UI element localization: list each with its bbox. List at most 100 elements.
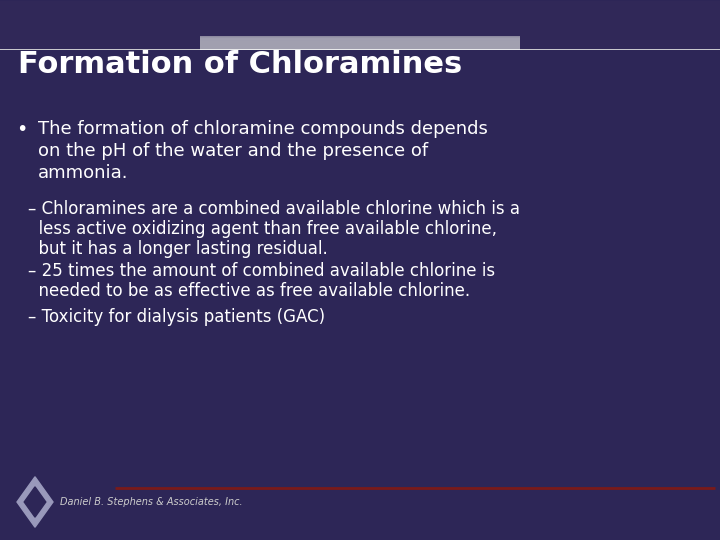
Bar	[0, 8, 720, 49]
Bar	[0, 5, 720, 49]
Bar	[0, 24, 720, 49]
Bar	[200, 48, 520, 49]
Bar	[0, 15, 720, 49]
Polygon shape	[24, 487, 46, 517]
Bar	[0, 36, 720, 49]
Text: Formation of Chloramines: Formation of Chloramines	[18, 50, 462, 79]
Bar	[0, 39, 720, 49]
Text: •: •	[16, 120, 27, 139]
Bar	[0, 30, 720, 49]
Bar	[0, 44, 720, 49]
Bar	[0, 25, 720, 49]
Text: less active oxidizing agent than free available chlorine,: less active oxidizing agent than free av…	[28, 220, 497, 238]
Bar	[0, 29, 720, 49]
Bar	[0, 1, 720, 49]
Bar	[0, 38, 720, 49]
Bar	[0, 18, 720, 49]
Bar	[0, 7, 720, 49]
Bar	[0, 5, 720, 49]
Bar	[0, 17, 720, 49]
Bar	[0, 20, 720, 49]
Bar	[0, 46, 720, 49]
Bar	[200, 38, 520, 49]
Bar	[0, 32, 720, 49]
Bar	[0, 4, 720, 49]
Bar	[0, 1, 720, 49]
Bar	[0, 33, 720, 49]
Bar	[0, 31, 720, 49]
Text: Daniel B. Stephens & Associates, Inc.: Daniel B. Stephens & Associates, Inc.	[60, 497, 243, 507]
Bar	[0, 41, 720, 49]
Bar	[0, 39, 720, 49]
Bar	[0, 44, 720, 49]
Bar	[0, 9, 720, 49]
Bar	[200, 42, 520, 49]
Bar	[0, 40, 720, 49]
Text: – Chloramines are a combined available chlorine which is a: – Chloramines are a combined available c…	[28, 200, 520, 218]
Bar	[0, 31, 720, 49]
Bar	[0, 37, 720, 49]
Bar	[200, 48, 520, 49]
Bar	[0, 32, 720, 49]
Bar	[200, 46, 520, 49]
Bar	[0, 12, 720, 49]
Bar	[0, 35, 720, 49]
Bar	[0, 23, 720, 49]
Bar	[0, 43, 720, 49]
Bar	[0, 10, 720, 49]
Bar	[0, 26, 720, 49]
Bar	[200, 41, 520, 49]
Bar	[0, 8, 720, 49]
Bar	[0, 23, 720, 49]
Bar	[0, 12, 720, 49]
Bar	[0, 16, 720, 49]
Bar	[0, 37, 720, 49]
Bar	[0, 28, 720, 49]
Bar	[0, 3, 720, 49]
Bar	[0, 2, 720, 49]
Bar	[0, 45, 720, 49]
Text: The formation of chloramine compounds depends: The formation of chloramine compounds de…	[38, 120, 488, 138]
Bar	[0, 4, 720, 49]
Bar	[0, 25, 720, 49]
Bar	[200, 36, 520, 49]
Bar	[200, 47, 520, 49]
Bar	[200, 39, 520, 49]
Bar	[200, 44, 520, 49]
Bar	[200, 45, 520, 49]
Bar	[200, 39, 520, 49]
Bar	[200, 45, 520, 49]
Bar	[200, 40, 520, 49]
Bar	[0, 29, 720, 49]
Bar	[200, 40, 520, 49]
Bar	[0, 3, 720, 49]
Bar	[0, 22, 720, 49]
Text: – 25 times the amount of combined available chlorine is: – 25 times the amount of combined availa…	[28, 262, 495, 280]
Bar	[200, 49, 520, 50]
Bar	[0, 45, 720, 49]
Bar	[0, 17, 720, 49]
Bar	[0, 48, 720, 49]
Text: – Toxicity for dialysis patients (GAC): – Toxicity for dialysis patients (GAC)	[28, 308, 325, 326]
Bar	[0, 16, 720, 49]
Bar	[0, 40, 720, 49]
Bar	[0, 43, 720, 49]
Bar	[0, 13, 720, 49]
Bar	[0, 11, 720, 49]
Bar	[0, 19, 720, 49]
Bar	[0, 28, 720, 49]
Bar	[0, 21, 720, 49]
Bar	[0, 9, 720, 49]
Bar	[0, 35, 720, 49]
Bar	[0, 19, 720, 49]
Text: needed to be as effective as free available chlorine.: needed to be as effective as free availa…	[28, 282, 470, 300]
Bar	[0, 36, 720, 49]
Bar	[200, 36, 520, 49]
Bar	[0, 42, 720, 49]
Bar	[200, 37, 520, 49]
Bar	[0, 49, 720, 50]
Bar	[0, 21, 720, 49]
Bar	[0, 14, 720, 49]
Text: on the pH of the water and the presence of: on the pH of the water and the presence …	[38, 142, 428, 160]
Text: but it has a longer lasting residual.: but it has a longer lasting residual.	[28, 240, 328, 258]
